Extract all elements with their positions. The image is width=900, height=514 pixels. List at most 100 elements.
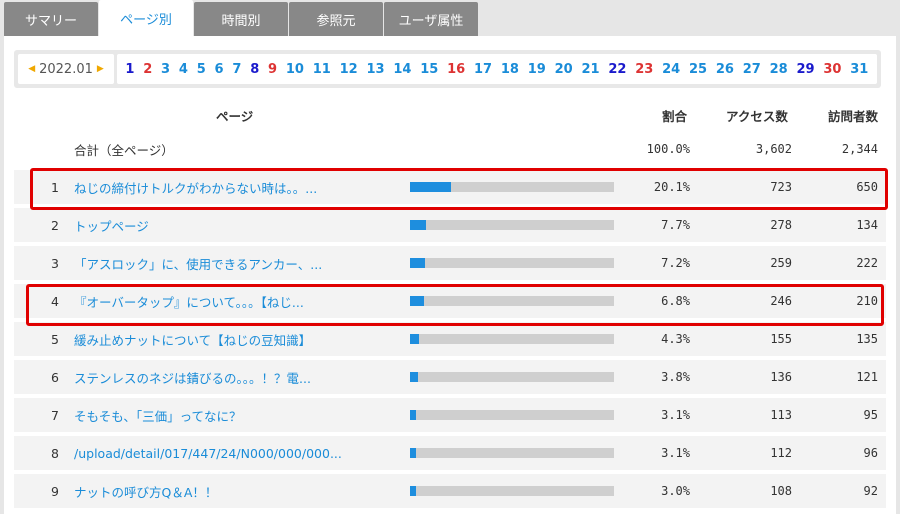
row-rank: 8 [51,445,59,461]
day-link-24[interactable]: 24 [662,61,681,77]
table-row: 6 ステンレスのネジは錆びるの。。。！？電... 3.8% 136 121 [14,360,886,394]
day-link-11[interactable]: 11 [312,61,331,77]
row-rank: 2 [51,217,59,233]
row-access: 278 [770,218,792,232]
page-title-link[interactable]: ステンレスのネジは錆びるの。。。！？電... [74,370,311,386]
share-bar-fill [410,372,418,382]
row-access: 112 [770,446,792,460]
day-link-1[interactable]: 1 [125,61,135,77]
row-access: 113 [770,408,792,422]
day-link-3[interactable]: 3 [161,61,171,77]
page-title-link[interactable]: ねじの締付けトルクがわからない時は。。... [74,180,318,196]
next-month-icon[interactable]: ▶ [96,64,104,74]
day-link-10[interactable]: 10 [285,61,304,77]
table-row: 9 ナットの呼び方Q＆A！！ 3.0% 108 92 [14,474,886,508]
table-row: 7 そもそも、「三価」ってなに？ 3.1% 113 95 [14,398,886,432]
row-ratio: 7.2% [661,256,690,270]
day-link-21[interactable]: 21 [581,61,600,77]
day-link-2[interactable]: 2 [143,61,153,77]
month-selector: ◀ 2022.01 ▶ [18,54,114,84]
row-visitors: 222 [856,256,878,270]
day-link-9[interactable]: 9 [268,61,278,77]
day-link-26[interactable]: 26 [715,61,734,77]
row-visitors: 134 [856,218,878,232]
table-header: ページ 割合 アクセス数 訪問者数 [4,98,896,130]
day-link-8[interactable]: 8 [250,61,260,77]
page-title-link[interactable]: 『オーバータップ』について。。。【ねじ... [74,294,304,310]
day-link-15[interactable]: 15 [420,61,439,77]
day-link-13[interactable]: 13 [366,61,385,77]
row-access: 155 [770,332,792,346]
day-link-29[interactable]: 29 [796,61,815,77]
header-access: アクセス数 [726,109,788,124]
day-link-20[interactable]: 20 [554,61,573,77]
day-link-19[interactable]: 19 [527,61,546,77]
share-bar [410,486,614,496]
day-link-12[interactable]: 12 [339,61,358,77]
table-row: 2 トップページ 7.7% 278 134 [14,208,886,242]
row-rank: 4 [51,293,59,309]
row-visitors: 95 [863,408,878,422]
day-link-14[interactable]: 14 [393,61,412,77]
table-row: 8/upload/detail/017/447/24/N000/000/000.… [14,436,886,470]
day-link-31[interactable]: 31 [850,61,869,77]
total-ratio: 100.0% [646,142,690,156]
day-link-30[interactable]: 30 [823,61,842,77]
share-bar [410,410,614,420]
table-row: 3 「アスロック」に、使用できるアンカー、... 7.2% 259 222 [14,246,886,280]
prev-month-icon[interactable]: ◀ [28,64,36,74]
day-link-4[interactable]: 4 [178,61,188,77]
tab-user-attributes[interactable]: ユーザ属性 [384,2,478,36]
row-visitors: 135 [856,332,878,346]
page-title-link[interactable]: /upload/detail/017/447/24/N000/000/000..… [74,445,342,461]
day-link-27[interactable]: 27 [742,61,761,77]
tab-summary[interactable]: サマリー [4,2,98,36]
page-title-link[interactable]: 「アスロック」に、使用できるアンカー、... [74,256,323,272]
total-row: 合計（全ページ） 100.0% 3,602 2,344 [14,132,886,166]
day-link-25[interactable]: 25 [688,61,708,77]
day-link-28[interactable]: 28 [769,61,788,77]
share-bar [410,448,614,458]
share-bar-fill [410,410,416,420]
row-access: 136 [770,370,792,384]
share-bar [410,220,614,230]
day-link-17[interactable]: 17 [473,61,493,77]
total-title: 合計（全ページ） [74,142,174,158]
share-bar [410,258,614,268]
day-link-6[interactable]: 6 [214,61,224,77]
row-rank: 6 [51,369,59,385]
page-title-link[interactable]: 緩み止めナットについて【ねじの豆知識】 [74,332,312,348]
day-link-7[interactable]: 7 [232,61,242,77]
table-row: 1 ねじの締付けトルクがわからない時は。。... 20.1% 723 650 [14,170,886,204]
date-navigation: ◀ 2022.01 ▶ 1 2 3 4 5 6 7 8 9 10 11 12 13 14 15 16 17 18 1… [14,50,881,88]
tab-referrer[interactable]: 参照元 [289,2,383,36]
page-title-link[interactable]: そもそも、「三価」ってなに？ [74,408,242,424]
row-ratio: 3.1% [661,408,690,422]
share-bar-fill [410,296,424,306]
row-ratio: 3.8% [661,370,690,384]
share-bar [410,334,614,344]
day-link-22[interactable]: 22 [608,61,627,77]
day-link-23[interactable]: 23 [635,61,654,77]
day-link-18[interactable]: 18 [500,61,519,77]
row-visitors: 92 [863,484,878,498]
share-bar-fill [410,448,416,458]
total-visitors: 2,344 [841,142,878,156]
row-ratio: 6.8% [661,294,690,308]
share-bar [410,182,614,192]
row-rank: 9 [51,483,59,499]
row-access: 723 [770,180,792,194]
row-ratio: 3.1% [661,446,690,460]
row-ratio: 20.1% [653,180,690,194]
day-link-5[interactable]: 5 [196,61,206,77]
content-panel: ◀ 2022.01 ▶ 1 2 3 4 5 6 7 8 9 10 11 12 13 14 15 16 17 18 1… [4,36,896,514]
day-link-16[interactable]: 16 [447,61,466,77]
day-links: 1 2 3 4 5 6 7 8 9 10 11 12 13 14 15 16 17 18 19 20 21 22 23 24 2… [117,54,877,84]
tab-by-time[interactable]: 時間別 [194,2,288,36]
page-title-link[interactable]: ナットの呼び方Q＆A！！ [74,484,218,500]
page-title-link[interactable]: トップページ [74,218,149,234]
row-ratio: 7.7% [661,218,690,232]
row-ratio: 4.3% [661,332,690,346]
table-row: 5 緩み止めナットについて【ねじの豆知識】 4.3% 155 135 [14,322,886,356]
tab-by-page[interactable]: ページ別 [99,0,193,36]
